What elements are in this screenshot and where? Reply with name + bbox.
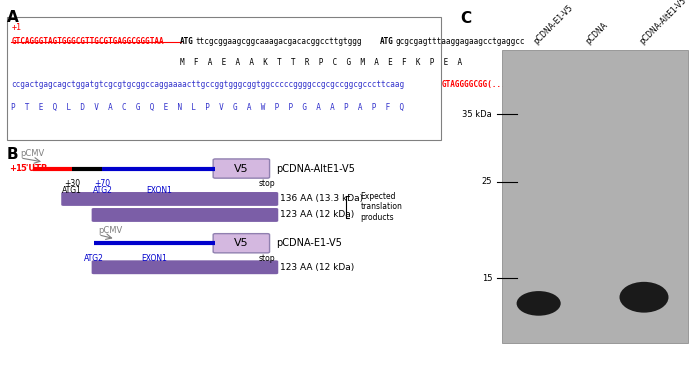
Text: pCDNA-E1-V5: pCDNA-E1-V5 bbox=[532, 3, 575, 46]
Text: C: C bbox=[461, 11, 471, 26]
Bar bbox=[502, 50, 688, 343]
Text: ATG: ATG bbox=[181, 36, 194, 46]
FancyBboxPatch shape bbox=[62, 192, 279, 206]
Text: pCDNA-AltE1-V5: pCDNA-AltE1-V5 bbox=[276, 163, 355, 174]
Text: V5: V5 bbox=[234, 163, 248, 174]
Text: EXON1: EXON1 bbox=[146, 185, 172, 195]
Text: ATG: ATG bbox=[380, 36, 394, 46]
Text: 5'UTR: 5'UTR bbox=[20, 164, 48, 173]
Text: 35 kDa: 35 kDa bbox=[463, 110, 492, 119]
FancyBboxPatch shape bbox=[7, 17, 441, 140]
Ellipse shape bbox=[620, 282, 668, 313]
Text: A: A bbox=[7, 10, 19, 25]
FancyBboxPatch shape bbox=[214, 159, 270, 178]
Text: stop: stop bbox=[259, 254, 276, 263]
Ellipse shape bbox=[517, 291, 561, 316]
Text: +70: +70 bbox=[94, 179, 111, 188]
Text: pCDNA: pCDNA bbox=[584, 21, 609, 46]
Text: B: B bbox=[6, 147, 18, 162]
Text: ATG2: ATG2 bbox=[84, 254, 104, 263]
Text: EXON1: EXON1 bbox=[141, 254, 167, 263]
Text: ATG1: ATG1 bbox=[62, 185, 82, 195]
Text: ATG2: ATG2 bbox=[92, 185, 113, 195]
Text: +30: +30 bbox=[64, 179, 80, 188]
Text: 123 AA (12 kDa): 123 AA (12 kDa) bbox=[281, 263, 355, 272]
Text: ttcgcggaagcggcaaagacgacacggccttgtggg: ttcgcggaagcggcaaagacgacacggccttgtggg bbox=[196, 36, 362, 46]
Text: GTAGGGGCGG(...): GTAGGGGCGG(...) bbox=[442, 80, 511, 89]
Text: gcgcgagtttaaggagaagcctgaggcc: gcgcgagtttaaggagaagcctgaggcc bbox=[395, 36, 525, 46]
Text: 123 AA (12 kDa): 123 AA (12 kDa) bbox=[281, 210, 355, 219]
Text: pCMV: pCMV bbox=[20, 149, 44, 158]
FancyBboxPatch shape bbox=[92, 260, 279, 274]
Text: V5: V5 bbox=[234, 238, 248, 248]
Text: 25: 25 bbox=[482, 177, 492, 186]
Text: pCDNA-E1-V5: pCDNA-E1-V5 bbox=[276, 238, 342, 248]
Text: GTCAGGGTAGTGGGCGTTGCGTGAGGCGGGTAA: GTCAGGGTAGTGGGCGTTGCGTGAGGCGGGTAA bbox=[11, 36, 164, 46]
Text: M  F  A  E  A  A  K  T  T  R  P  C  G  M  A  E  F  K  P  E  A: M F A E A A K T T R P C G M A E F K P E … bbox=[181, 58, 463, 67]
Text: Expected
translation
products: Expected translation products bbox=[360, 192, 402, 222]
Text: ccgactgagcagctggatgtcgcgtgcggccaggaaaacttgccggtgggcggtggcccccggggccgcgccggcgccct: ccgactgagcagctggatgtcgcgtgcggccaggaaaact… bbox=[11, 80, 405, 89]
Text: +1: +1 bbox=[9, 164, 22, 173]
FancyBboxPatch shape bbox=[214, 234, 270, 253]
Text: 136 AA (13.3 kDa): 136 AA (13.3 kDa) bbox=[281, 194, 363, 204]
FancyBboxPatch shape bbox=[92, 208, 279, 222]
Text: pCMV: pCMV bbox=[98, 226, 122, 235]
Text: stop: stop bbox=[259, 179, 276, 188]
Text: 15: 15 bbox=[482, 274, 492, 283]
Text: P  T  E  Q  L  D  V  A  C  G  Q  E  N  L  P  V  G  A  W  P  P  G  A  A  P  A  P : P T E Q L D V A C G Q E N L P V G A W P … bbox=[11, 103, 405, 112]
Text: pCDNA-AltE1-V5: pCDNA-AltE1-V5 bbox=[638, 0, 688, 46]
Text: +1: +1 bbox=[11, 23, 21, 32]
